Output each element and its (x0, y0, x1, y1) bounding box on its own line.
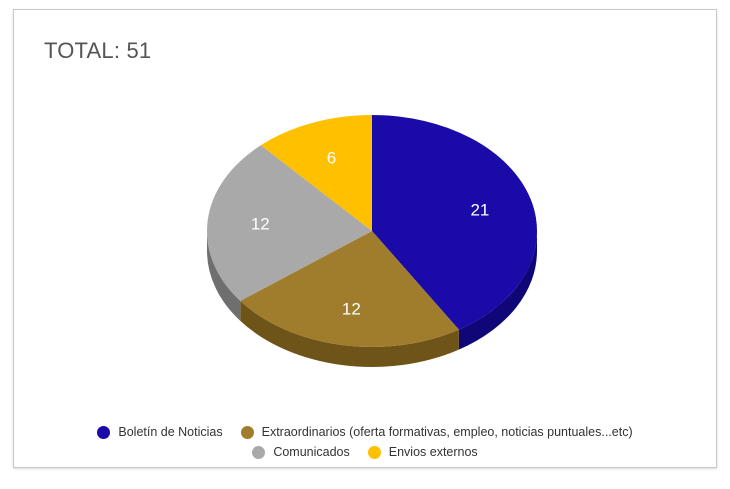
legend-item-comunicados[interactable]: Comunicados (252, 445, 350, 459)
pie-side-comunicados (207, 231, 241, 321)
legend-swatch-comunicados (252, 445, 266, 459)
legend-item-envios[interactable]: Envios externos (367, 445, 478, 459)
legend-label-extraordinarios: Extraordinarios (oferta formativas, empl… (261, 425, 633, 439)
pie-value-label-comunicados: 12 (251, 215, 270, 234)
chart-card: TOTAL: 51 21 12 12 6 Boletín de Noticias Ex… (13, 9, 717, 468)
legend-row-2: Comunicados Envios externos (14, 442, 716, 462)
chart-legend: Boletín de Noticias Extraordinarios (ofe… (14, 422, 716, 462)
legend-item-boletin[interactable]: Boletín de Noticias (97, 425, 223, 439)
legend-swatch-boletin (97, 425, 111, 439)
legend-label-boletin: Boletín de Noticias (118, 425, 223, 439)
pie-slice-comunicados[interactable] (206, 145, 372, 301)
legend-label-envios: Envios externos (388, 445, 478, 459)
pie-slice-extraordinarios[interactable] (240, 231, 459, 347)
pie-slice-envios[interactable] (260, 115, 372, 231)
legend-swatch-extraordinarios (240, 425, 254, 439)
pie-slice-boletin[interactable] (372, 115, 537, 330)
legend-row-1: Boletín de Noticias Extraordinarios (ofe… (14, 422, 716, 442)
legend-item-extraordinarios[interactable]: Extraordinarios (oferta formativas, empl… (240, 425, 633, 439)
legend-swatch-envios (367, 445, 381, 459)
pie-side-extraordinarios (240, 300, 459, 367)
pie-side-boletin (458, 231, 537, 350)
chart-title: TOTAL: 51 (44, 38, 152, 63)
pie-value-label-envios: 6 (327, 148, 336, 167)
pie-value-label-extraordinarios: 12 (342, 300, 361, 319)
pie-chart: 21 12 12 6 (206, 115, 537, 367)
legend-label-comunicados: Comunicados (273, 445, 350, 459)
pie-value-label-boletin: 21 (470, 200, 489, 219)
